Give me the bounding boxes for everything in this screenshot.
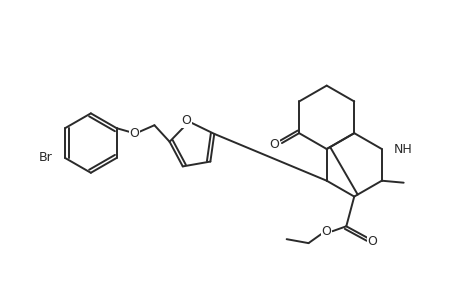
- Text: Br: Br: [38, 152, 52, 164]
- Text: NH: NH: [393, 142, 412, 155]
- Text: O: O: [129, 127, 139, 140]
- Text: O: O: [321, 225, 330, 238]
- Text: O: O: [269, 138, 278, 151]
- Text: O: O: [366, 235, 376, 248]
- Text: O: O: [181, 114, 190, 127]
